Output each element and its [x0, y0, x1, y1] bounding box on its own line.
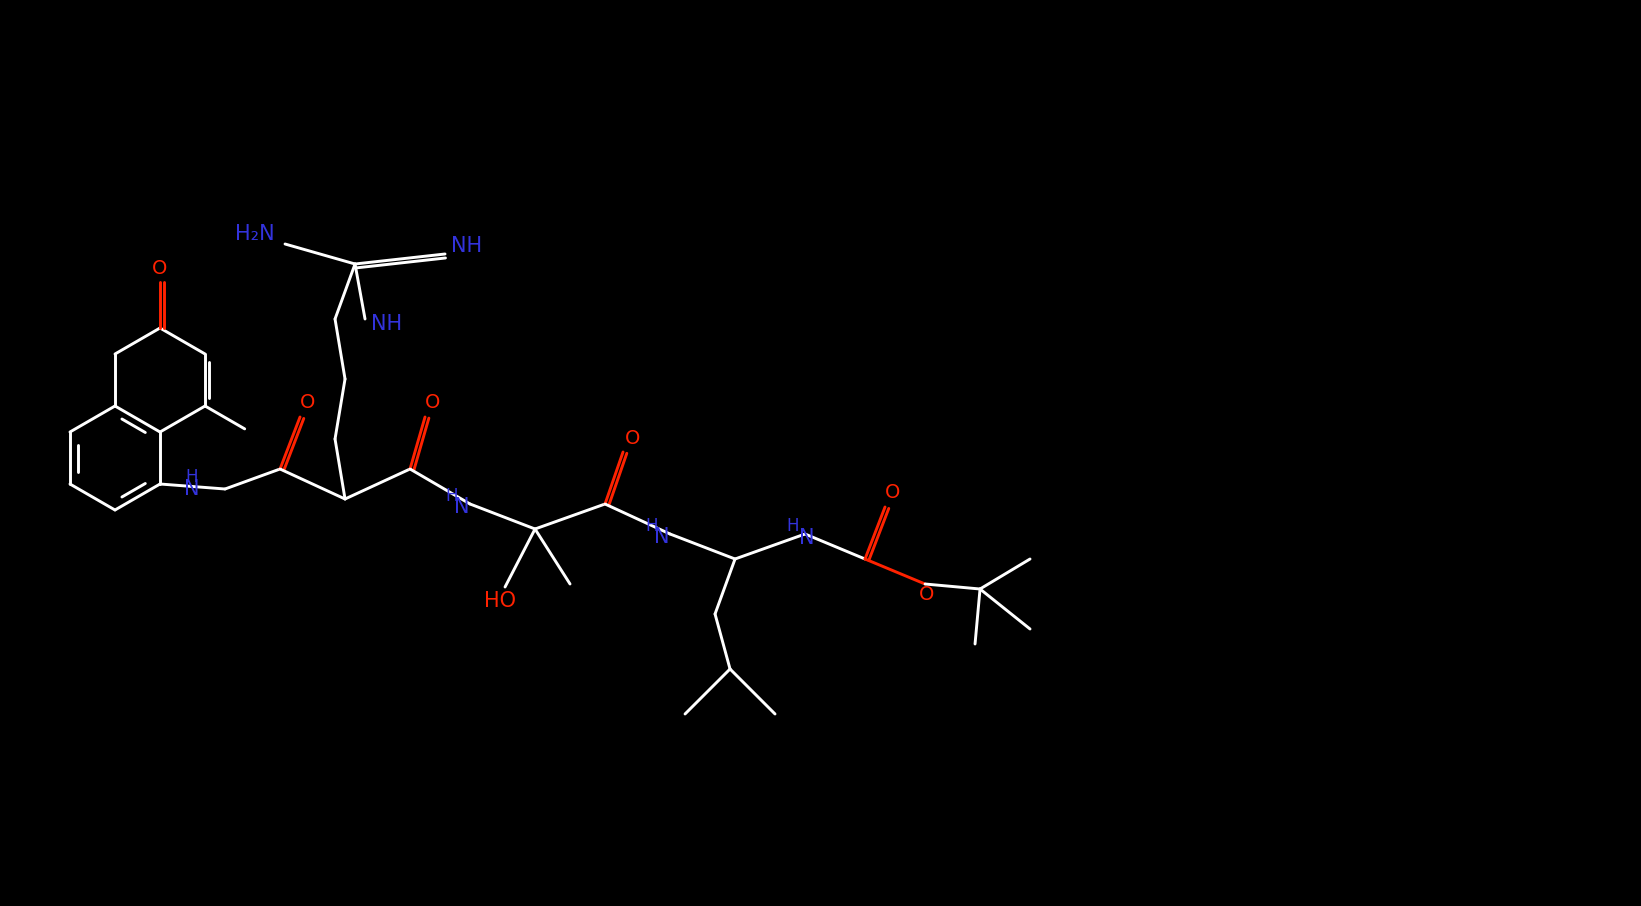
Text: H: H	[786, 517, 799, 535]
Text: N: N	[455, 497, 469, 517]
Text: O: O	[919, 584, 935, 603]
Text: N: N	[655, 527, 670, 547]
Text: H₂N: H₂N	[235, 224, 274, 244]
Text: O: O	[425, 393, 441, 412]
Text: N: N	[184, 479, 200, 499]
Text: HO: HO	[484, 591, 515, 611]
Text: O: O	[153, 259, 167, 278]
Text: O: O	[300, 393, 315, 412]
Text: H: H	[446, 487, 458, 505]
Text: NH: NH	[371, 314, 402, 334]
Text: N: N	[799, 528, 816, 548]
Text: O: O	[886, 484, 901, 503]
Text: O: O	[625, 429, 640, 448]
Text: H: H	[185, 468, 199, 486]
Text: H: H	[647, 517, 658, 535]
Text: NH: NH	[451, 236, 482, 256]
